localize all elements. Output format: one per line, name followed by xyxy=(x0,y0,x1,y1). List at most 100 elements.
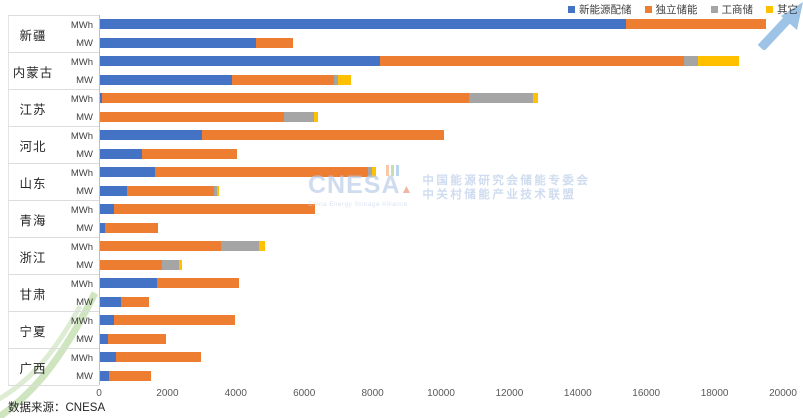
bar-segment-独立储能 xyxy=(105,222,158,233)
stacked-bar xyxy=(100,185,783,196)
province-group: 山东 MWh MW xyxy=(0,163,783,200)
province-label: 甘肃 xyxy=(19,287,47,302)
bar-row-MW xyxy=(100,367,783,386)
bar-segment-工商储 xyxy=(221,241,260,252)
unit-label-MW: MW xyxy=(76,333,93,345)
bar-row-MW xyxy=(100,219,783,238)
province-label: 浙江 xyxy=(19,250,47,265)
bar-segment-其它 xyxy=(337,74,351,85)
province-labels: 广西 MWh MW xyxy=(8,348,99,385)
source-note: 数据来源：CNESA xyxy=(8,402,106,414)
bar-row-MW xyxy=(100,256,783,275)
x-axis: 0 2000 4000 6000 8000 10000 12000 14000 16000 180… xyxy=(96,388,797,401)
stacked-bar xyxy=(100,93,783,104)
legend-item-0: 新能源配储 xyxy=(568,2,632,17)
legend-swatch xyxy=(710,6,718,13)
bar-segment-工商储 xyxy=(368,167,373,178)
bar-segment-新能源配储 xyxy=(100,74,232,85)
bar-segment-新能源配储 xyxy=(100,130,202,141)
unit-label-MWh: MWh xyxy=(70,241,93,253)
unit-label-MWh: MWh xyxy=(70,352,93,364)
unit-labels: MWh MW xyxy=(57,201,99,237)
bar-segment-其它 xyxy=(697,56,739,67)
province-label: 河北 xyxy=(19,139,47,154)
bar-segment-新能源配储 xyxy=(100,278,158,289)
bar-row-MW xyxy=(100,182,783,201)
bar-segment-其它 xyxy=(178,259,182,270)
unit-label-MW: MW xyxy=(76,148,93,160)
bar-segment-新能源配储 xyxy=(100,222,106,233)
bar-row-MW xyxy=(100,34,783,53)
bar-row-MW xyxy=(100,145,783,164)
province-group: 浙江 MWh MW xyxy=(0,237,783,274)
bar-segment-独立储能 xyxy=(201,130,444,141)
bar-segment-其它 xyxy=(259,241,265,252)
bar-row-MW xyxy=(100,330,783,349)
x-axis-tick: 16000 xyxy=(632,388,661,399)
bar-segment-工商储 xyxy=(213,185,217,196)
stacked-bar xyxy=(100,130,783,141)
unit-labels: MWh MW xyxy=(57,90,99,126)
province-group: 广西 MWh MW xyxy=(0,348,783,385)
province-group: 内蒙古 MWh MW xyxy=(0,52,783,89)
unit-label-MW: MW xyxy=(76,296,93,308)
bar-segment-独立储能 xyxy=(114,204,316,215)
bar-rows xyxy=(99,15,783,52)
stacked-bar xyxy=(100,37,783,48)
province-label: 山东 xyxy=(19,176,47,191)
province-group: 江苏 MWh MW xyxy=(0,89,783,126)
bar-segment-独立储能 xyxy=(100,241,222,252)
bar-segment-独立储能 xyxy=(625,19,766,30)
legend-item-2: 工商储 xyxy=(710,2,753,17)
x-axis-tick: 10000 xyxy=(427,388,455,399)
stacked-bar xyxy=(100,111,783,122)
bar-segment-独立储能 xyxy=(107,333,166,344)
bar-row-MWh xyxy=(100,89,783,108)
province-labels: 新疆 MWh MW xyxy=(8,15,99,52)
bar-row-MWh xyxy=(100,163,783,182)
bar-segment-新能源配储 xyxy=(100,315,115,326)
unit-label-MWh: MWh xyxy=(70,130,93,142)
province-label: 宁夏 xyxy=(19,324,47,339)
bar-row-MW xyxy=(100,108,783,127)
stacked-bar xyxy=(100,278,783,289)
x-axis-tick: 14000 xyxy=(563,388,592,399)
bar-segment-新能源配储 xyxy=(100,56,381,67)
province-labels: 青海 MWh MW xyxy=(8,200,99,237)
bar-segment-新能源配储 xyxy=(100,37,256,48)
unit-labels: MWh MW xyxy=(57,238,99,274)
x-axis-tick: 20000 xyxy=(769,388,797,399)
bar-row-MWh xyxy=(100,126,783,145)
x-axis-tick: 4000 xyxy=(224,388,247,399)
stacked-bar xyxy=(100,352,783,363)
legend-label: 新能源配储 xyxy=(579,4,632,16)
unit-label-MW: MW xyxy=(76,74,93,86)
bar-segment-工商储 xyxy=(683,56,698,67)
bar-row-MW xyxy=(100,293,783,312)
province-group: 河北 MWh MW xyxy=(0,126,783,163)
bar-rows xyxy=(99,163,783,200)
stacked-bar xyxy=(100,259,783,270)
bar-segment-独立储能 xyxy=(102,93,470,104)
bar-segment-新能源配储 xyxy=(100,333,108,344)
bar-segment-独立储能 xyxy=(115,352,202,363)
stacked-bar xyxy=(100,315,783,326)
unit-labels: MWh MW xyxy=(57,275,99,311)
bar-segment-独立储能 xyxy=(231,74,335,85)
stacked-bar xyxy=(100,222,783,233)
bar-segment-独立储能 xyxy=(100,259,162,270)
bar-segment-工商储 xyxy=(469,93,534,104)
x-axis-tick: 12000 xyxy=(495,388,524,399)
bar-segment-独立储能 xyxy=(142,148,237,159)
stacked-bar xyxy=(100,204,783,215)
bar-segment-独立储能 xyxy=(154,167,369,178)
unit-labels: MWh MW xyxy=(57,164,99,200)
bar-segment-新能源配储 xyxy=(100,93,103,104)
province-labels: 河北 MWh MW xyxy=(8,126,99,163)
province-labels: 浙江 MWh MW xyxy=(8,237,99,274)
bar-segment-新能源配储 xyxy=(100,148,142,159)
province-labels: 甘肃 MWh MW xyxy=(8,274,99,311)
bar-row-MWh xyxy=(100,237,783,256)
province-labels: 内蒙古 MWh MW xyxy=(8,52,99,89)
